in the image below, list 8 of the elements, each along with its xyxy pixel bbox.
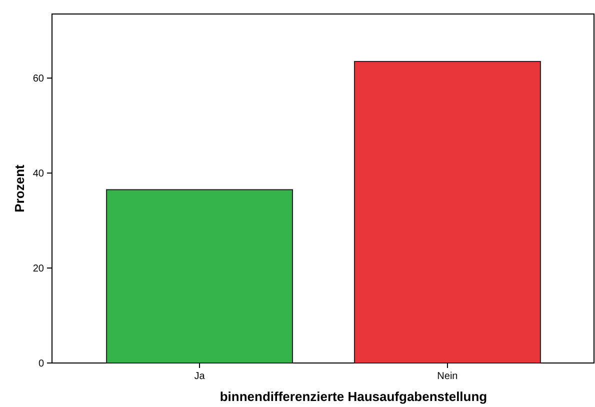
y-tick-label: 40 (32, 168, 44, 180)
x-tick-label: Nein (437, 371, 458, 382)
x-axis-title: binnendifferenzierte Hausaufgabenstellung (220, 389, 488, 404)
y-axis-title: Prozent (12, 164, 27, 212)
x-tick-label: Ja (194, 371, 206, 382)
y-tick-label: 60 (32, 74, 44, 85)
y-tick-label: 20 (32, 264, 44, 275)
y-tick-label: 0 (38, 358, 44, 370)
